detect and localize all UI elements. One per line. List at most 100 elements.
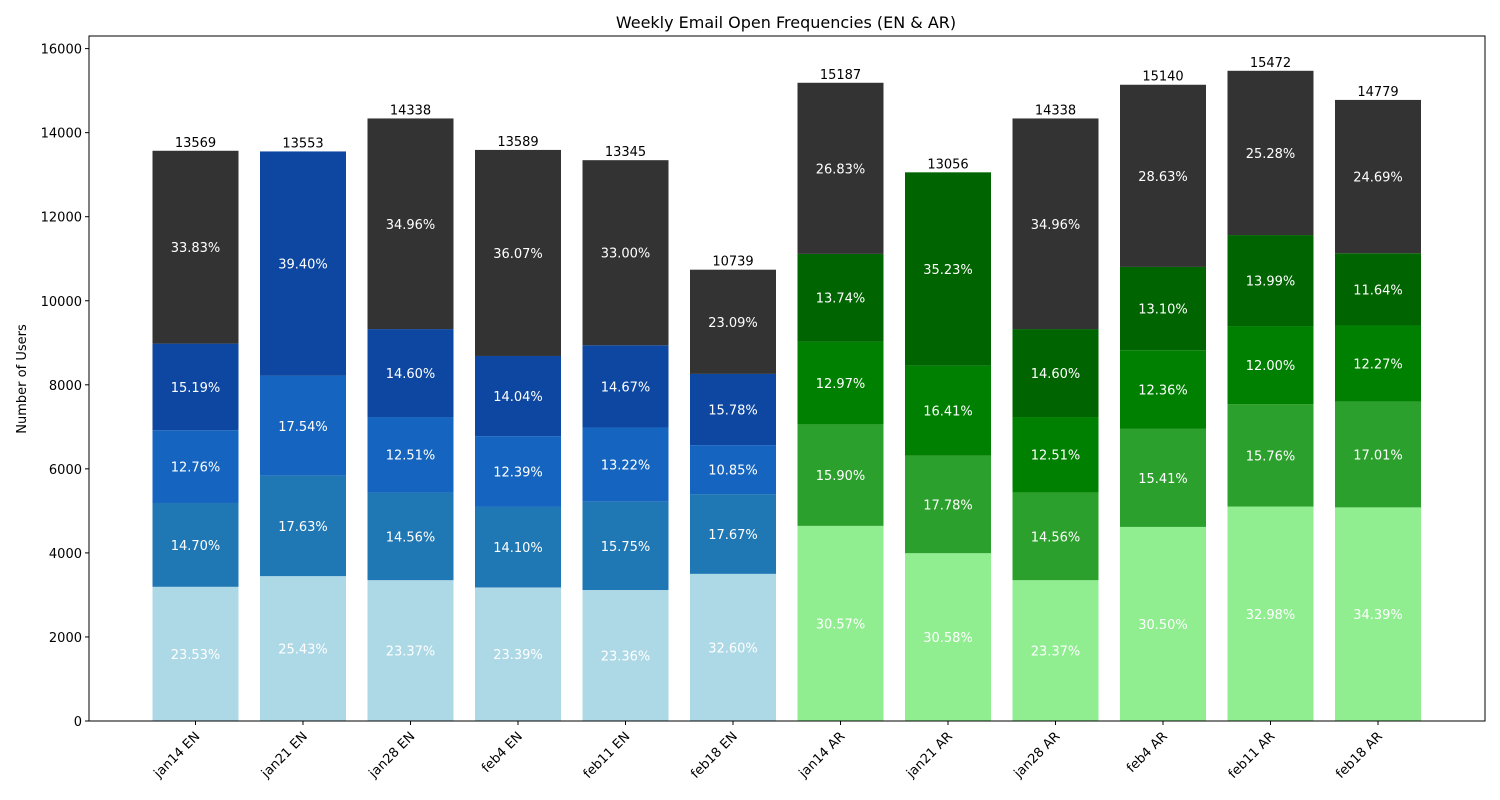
segment-percent-label: 15.41% (1138, 472, 1188, 487)
bar-total-label: 13589 (497, 135, 538, 150)
segment-percent-label: 13.10% (1138, 303, 1188, 318)
y-tick-label: 6000 (49, 463, 82, 478)
segment-percent-label: 14.60% (386, 367, 436, 382)
bar-segment (152, 150, 239, 344)
segment-percent-label: 14.10% (493, 541, 543, 556)
bar-segment (582, 427, 669, 502)
segment-percent-label: 33.83% (171, 241, 221, 256)
bar-segment (797, 424, 884, 526)
segment-percent-label: 24.69% (1353, 171, 1403, 186)
bar-segment (1012, 580, 1099, 721)
bar-segment (1335, 325, 1421, 402)
segment-percent-label: 39.40% (278, 258, 328, 273)
segment-percent-label: 23.39% (493, 648, 543, 663)
bar-total-label: 13056 (927, 157, 968, 172)
y-tick-label: 8000 (49, 379, 82, 394)
bar-segment (367, 492, 454, 581)
bar-total-label: 15472 (1250, 56, 1291, 71)
bar-segment (260, 375, 346, 476)
segment-percent-label: 13.22% (601, 459, 651, 474)
segment-percent-label: 15.78% (708, 404, 758, 419)
segment-percent-label: 15.19% (171, 381, 221, 396)
segment-percent-label: 15.90% (816, 469, 866, 484)
segment-percent-label: 14.56% (386, 530, 436, 545)
segment-percent-label: 25.28% (1246, 147, 1296, 162)
segment-percent-label: 30.57% (816, 617, 866, 632)
bar-segment (797, 525, 884, 721)
bar-segment (367, 580, 454, 721)
segment-percent-label: 23.09% (708, 316, 758, 331)
bar-segment (152, 430, 239, 503)
bar-segment (797, 253, 884, 342)
bar-total-label: 15187 (820, 68, 861, 83)
segment-percent-label: 34.96% (1031, 218, 1081, 233)
bar-segment (367, 329, 454, 418)
bar-segment (1335, 401, 1421, 508)
bar-segment (582, 160, 669, 346)
bar-segment (260, 576, 346, 721)
bar-segment (690, 494, 776, 574)
segment-percent-label: 23.53% (171, 648, 221, 663)
segment-percent-label: 34.39% (1353, 608, 1403, 623)
bar-segment (1335, 507, 1421, 721)
segment-percent-label: 14.04% (493, 390, 543, 405)
bar-segment (690, 445, 776, 495)
bars-layer: 23.53% 14.70% 12.76% 15.19% 33.83% 13569 25.43… (152, 56, 1421, 721)
bar-segment (1120, 350, 1206, 429)
bar-segment (475, 355, 561, 437)
chart-title: Weekly Email Open Frequencies (EN & AR) (616, 13, 956, 32)
segment-percent-label: 36.07% (493, 247, 543, 262)
segment-percent-label: 23.37% (1031, 645, 1081, 660)
segment-percent-label: 15.76% (1246, 449, 1296, 464)
segment-percent-label: 23.36% (601, 650, 651, 665)
bar-segment (367, 118, 454, 330)
bar-segment (1120, 428, 1206, 527)
bar-segment (582, 345, 669, 428)
segment-percent-label: 17.63% (278, 520, 328, 535)
bar-segment (475, 149, 561, 356)
segment-percent-label: 17.78% (923, 498, 973, 513)
bar-segment (690, 373, 776, 446)
y-tick-label: 2000 (49, 631, 82, 646)
segment-percent-label: 15.75% (601, 540, 651, 555)
bar-segment (1227, 70, 1314, 236)
segment-percent-label: 30.50% (1138, 618, 1188, 633)
segment-percent-label: 32.98% (1246, 608, 1296, 623)
plot-frame (88, 35, 1486, 722)
segment-percent-label: 12.51% (1031, 449, 1081, 464)
bar-segment (1012, 417, 1099, 493)
segment-percent-label: 12.36% (1138, 384, 1188, 399)
bar-segment (905, 365, 991, 456)
bar-segment (797, 82, 884, 254)
segment-percent-label: 35.23% (923, 263, 973, 278)
y-tick-label: 14000 (41, 127, 82, 142)
segment-percent-label: 17.54% (278, 420, 328, 435)
bar-segment (690, 269, 776, 374)
bar-segment (260, 475, 346, 577)
bar-segment (1120, 526, 1206, 721)
segment-percent-label: 28.63% (1138, 170, 1188, 185)
bar-total-label: 15140 (1142, 70, 1183, 85)
bar-segment (1012, 329, 1099, 418)
segment-percent-label: 14.70% (171, 539, 221, 554)
bar-total-label: 14779 (1357, 85, 1398, 100)
segment-percent-label: 13.99% (1246, 275, 1296, 290)
bar-segment (1227, 506, 1314, 721)
segment-percent-label: 12.39% (493, 466, 543, 481)
segment-percent-label: 12.51% (386, 449, 436, 464)
segment-percent-label: 13.74% (816, 292, 866, 307)
bar-segment (905, 172, 991, 366)
y-tick-label: 12000 (41, 211, 82, 226)
segment-percent-label: 34.96% (386, 218, 436, 233)
bar-segment (1335, 253, 1421, 326)
segment-percent-label: 33.00% (601, 247, 651, 262)
segment-percent-label: 14.67% (601, 380, 651, 395)
bar-segment (582, 590, 669, 721)
y-tick-label: 0 (74, 715, 82, 730)
segment-percent-label: 23.37% (386, 645, 436, 660)
bar-segment (905, 455, 991, 554)
bar-segment (582, 501, 669, 591)
bar-segment (1227, 235, 1314, 327)
segment-percent-label: 14.60% (1031, 367, 1081, 382)
